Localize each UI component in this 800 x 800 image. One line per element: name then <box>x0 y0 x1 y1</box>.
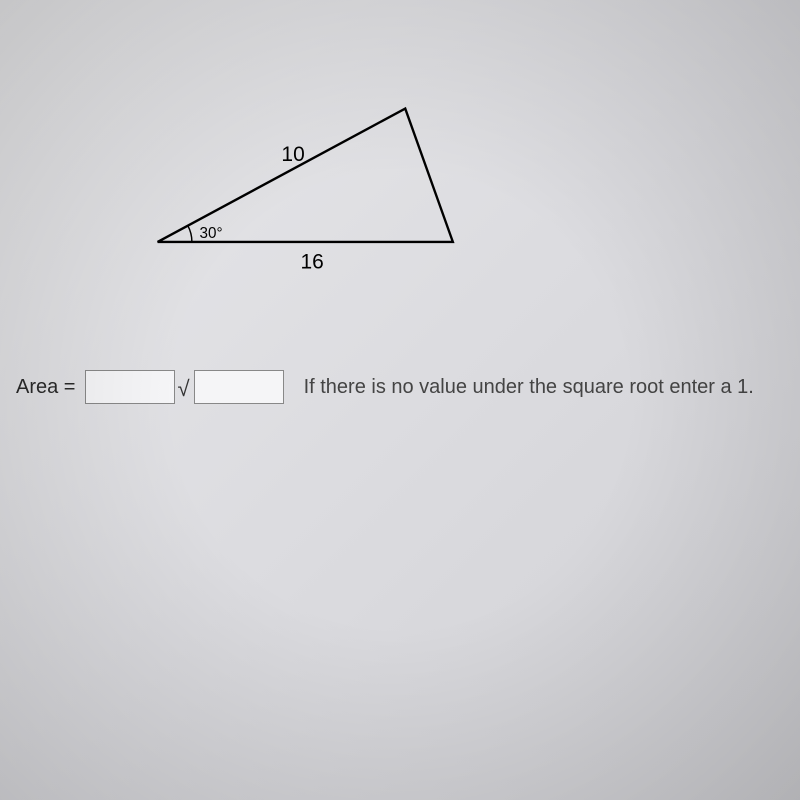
radicand-input[interactable] <box>194 370 284 404</box>
angle-arc <box>188 226 192 242</box>
triangle-figure: 10 16 30° <box>120 80 500 280</box>
angle-label: 30° <box>200 225 223 242</box>
triangle-outline <box>158 109 453 242</box>
area-equals-label: Area = <box>16 376 75 399</box>
side-a-label: 10 <box>281 143 304 166</box>
triangle-svg: 10 16 30° <box>120 80 500 280</box>
coefficient-input[interactable] <box>85 370 175 404</box>
answer-row: Area = √ If there is no value under the … <box>16 370 754 404</box>
sqrt-icon: √ <box>177 376 189 402</box>
side-b-label: 16 <box>300 251 323 274</box>
hint-text: If there is no value under the square ro… <box>304 376 754 399</box>
